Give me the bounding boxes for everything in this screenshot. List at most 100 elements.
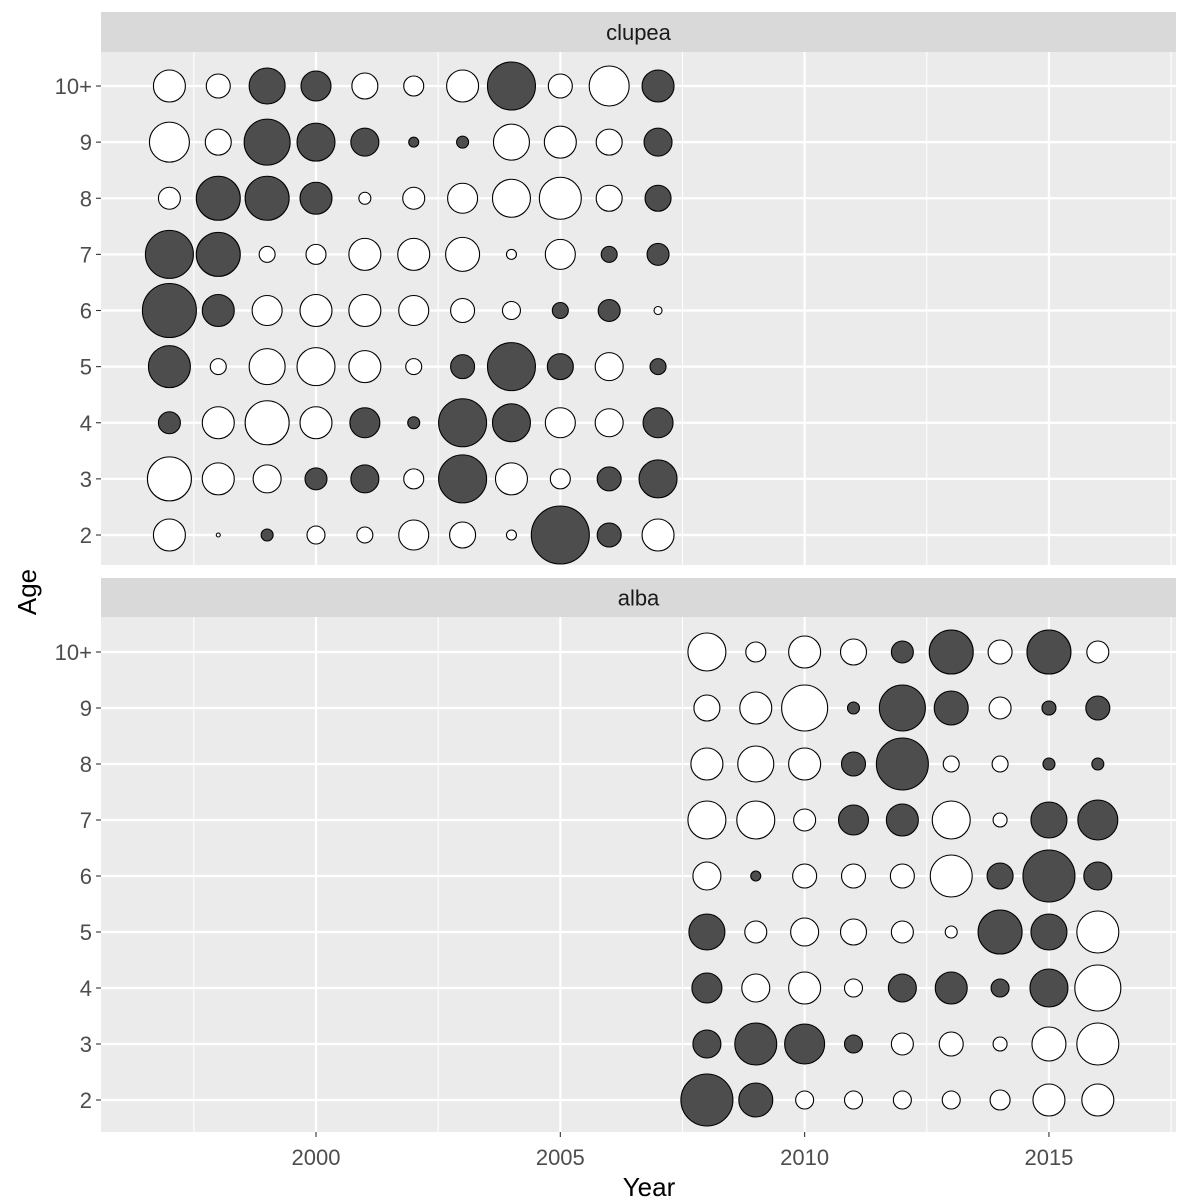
bubble-alba-2013-age-3 <box>938 1031 964 1057</box>
bubble-alba-2013-age-5 <box>944 925 958 939</box>
bubble-alba-2015-age-5 <box>1030 913 1068 951</box>
bubble-clupea-1999-age-9 <box>243 118 291 166</box>
y-tick-label-4: 4 <box>80 411 92 436</box>
bubble-clupea-1997-age-10plus <box>152 69 186 103</box>
bubble-alba-2008-age-2 <box>680 1073 734 1127</box>
bubble-alba-2015-age-2 <box>1032 1083 1066 1117</box>
bubble-alba-2008-age-10plus <box>687 632 727 672</box>
bubble-clupea-2003-age-4 <box>438 398 488 448</box>
bubble-clupea-2006-age-5 <box>594 352 624 382</box>
x-tick-label-2015: 2015 <box>1024 1145 1073 1170</box>
y-tick-label-5: 5 <box>80 355 92 380</box>
bubble-clupea-1997-age-2 <box>152 518 186 552</box>
y-tick-label-2: 2 <box>80 523 92 548</box>
bubble-alba-2010-age-2 <box>795 1090 815 1110</box>
bubble-clupea-1999-age-6 <box>251 294 283 327</box>
x-tick-label-2005: 2005 <box>536 1145 585 1170</box>
bubble-clupea-2005-age-6 <box>551 301 569 320</box>
panel-clupea: clupea <box>101 12 1176 565</box>
strip-alba <box>101 578 1176 617</box>
bubble-clupea-2002-age-8 <box>402 186 426 210</box>
bubble-alba-2012-age-3 <box>890 1032 914 1056</box>
bubble-clupea-1997-age-3 <box>146 456 192 502</box>
bubble-alba-2016-age-9 <box>1085 695 1111 721</box>
x-tick-label-2010: 2010 <box>780 1145 829 1170</box>
bubble-alba-2011-age-5 <box>839 918 868 946</box>
bubble-alba-2011-age-8 <box>840 751 867 777</box>
bubble-alba-2009-age-7 <box>736 800 776 840</box>
bubble-alba-2012-age-4 <box>887 973 917 1003</box>
bubble-clupea-2004-age-8 <box>491 178 532 218</box>
bubble-alba-2013-age-6 <box>929 854 973 898</box>
bubble-clupea-1997-age-6 <box>141 282 197 339</box>
bubble-clupea-2005-age-9 <box>543 125 577 159</box>
bubble-clupea-2001-age-8 <box>358 191 372 205</box>
y-tick-label-9: 9 <box>80 696 92 721</box>
bubble-alba-2009-age-5 <box>744 920 768 944</box>
y-tick-label-4: 4 <box>80 976 92 1001</box>
bubble-clupea-1999-age-10plus <box>248 67 286 105</box>
bubble-clupea-2007-age-2 <box>641 518 675 552</box>
bubble-clupea-1998-age-7 <box>195 231 241 277</box>
bubble-alba-2008-age-3 <box>692 1029 722 1059</box>
y-tick-label-10plus: 10+ <box>55 640 92 665</box>
bubble-alba-2015-age-10plus <box>1026 629 1072 675</box>
bubble-clupea-1998-age-9 <box>204 128 232 156</box>
bubbles-alba <box>680 629 1122 1127</box>
bubble-alba-2016-age-10plus <box>1086 640 1110 664</box>
bubble-clupea-2001-age-3 <box>350 464 380 494</box>
bubble-clupea-2000-age-3 <box>304 467 328 491</box>
bubble-alba-2011-age-9 <box>846 701 861 715</box>
bubble-clupea-2004-age-9 <box>492 123 531 161</box>
bubble-clupea-2001-age-4 <box>349 407 381 439</box>
y-tick-label-9: 9 <box>80 130 92 155</box>
bubble-alba-2009-age-10plus <box>745 641 767 663</box>
y-axis-title: Age <box>12 569 42 615</box>
bubble-alba-2012-age-9 <box>878 684 926 732</box>
bubble-clupea-2002-age-10plus <box>403 75 425 97</box>
bubble-clupea-2005-age-8 <box>538 176 582 220</box>
bubble-clupea-2007-age-3 <box>638 459 678 499</box>
bubble-alba-2014-age-4 <box>990 978 1010 998</box>
bubble-alba-2014-age-5 <box>977 909 1023 955</box>
bubble-alba-2009-age-4 <box>741 973 771 1003</box>
bubble-clupea-2000-age-2 <box>306 525 326 545</box>
bubble-clupea-2006-age-8 <box>595 184 623 212</box>
bubble-clupea-1998-age-6 <box>201 293 235 328</box>
bubble-clupea-2001-age-9 <box>350 127 380 157</box>
bubble-alba-2016-age-6 <box>1083 861 1113 891</box>
bubble-clupea-2004-age-5 <box>486 342 537 392</box>
bubble-alba-2010-age-8 <box>788 747 822 781</box>
bubble-alba-2015-age-6 <box>1022 849 1076 903</box>
bubble-alba-2014-age-2 <box>989 1089 1011 1111</box>
bubble-clupea-1998-age-10plus <box>205 73 231 99</box>
bubble-clupea-2000-age-10plus <box>300 70 332 102</box>
y-tick-label-8: 8 <box>80 186 92 211</box>
bubble-alba-2008-age-5 <box>688 913 726 951</box>
bubble-alba-2016-age-7 <box>1077 799 1119 841</box>
bubble-alba-2010-age-10plus <box>788 635 822 669</box>
bubble-alba-2013-age-8 <box>942 755 960 773</box>
bubble-clupea-2002-age-3 <box>403 468 425 490</box>
bubble-clupea-2007-age-6 <box>653 305 663 316</box>
bubble-alba-2010-age-4 <box>788 971 822 1005</box>
bubble-alba-2014-age-10plus <box>987 639 1013 665</box>
bubble-clupea-2006-age-9 <box>595 128 623 156</box>
bubble-alba-2016-age-3 <box>1076 1022 1120 1066</box>
y-tick-label-6: 6 <box>80 299 92 324</box>
bubble-clupea-2003-age-3 <box>438 454 488 504</box>
bubble-alba-2009-age-3 <box>734 1022 778 1066</box>
bubble-clupea-2004-age-2 <box>505 529 518 541</box>
bubble-clupea-2000-age-8 <box>299 181 333 215</box>
bubble-alba-2015-age-7 <box>1030 801 1068 839</box>
y-tick-label-5: 5 <box>80 920 92 945</box>
facet-panels: clupea alba <box>101 12 1176 1132</box>
bubble-alba-2010-age-3 <box>784 1023 826 1065</box>
bubble-clupea-1998-age-5 <box>209 358 227 376</box>
bubble-clupea-1997-age-4 <box>157 411 181 435</box>
bubble-alba-2008-age-6 <box>692 861 722 891</box>
y-tick-label-8: 8 <box>80 752 92 777</box>
bubble-clupea-2002-age-6 <box>398 294 430 327</box>
bubble-clupea-2003-age-7 <box>445 236 481 272</box>
bubble-clupea-1999-age-8 <box>244 175 290 221</box>
